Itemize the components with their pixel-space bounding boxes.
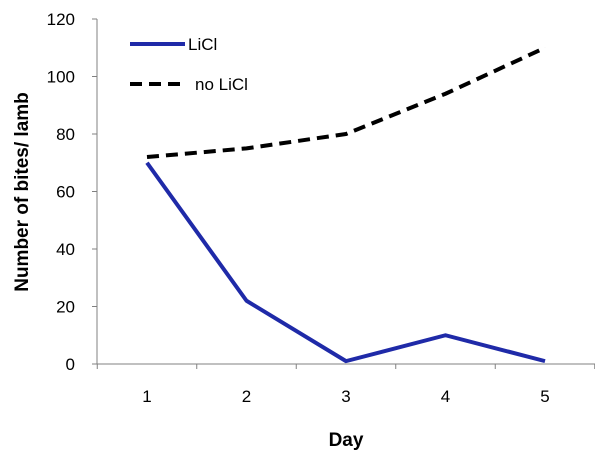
x-tick-label: 4	[441, 387, 450, 406]
y-tick-label: 80	[56, 125, 75, 144]
axes	[96, 19, 595, 365]
y-tick-label: 40	[56, 240, 75, 259]
series-line-no-licl	[146, 45, 546, 159]
y-tick-label: 20	[56, 298, 75, 317]
x-axis-title: Day	[329, 430, 364, 451]
x-tick-label: 1	[142, 387, 151, 406]
x-tick-label: 5	[540, 387, 549, 406]
y-tick-label: 60	[56, 183, 75, 202]
y-axis-ticks: 0 20 40 60 80 100 120	[47, 10, 97, 374]
y-axis-title: Number of bites/ lamb	[12, 92, 33, 292]
legend-label-no-licl: no LiCl	[195, 75, 248, 94]
series-line-licl	[145, 161, 546, 364]
y-tick-label: 100	[47, 68, 75, 87]
x-axis-ticks: 1 2 3 4 5	[96, 364, 595, 406]
series-layer	[145, 45, 546, 364]
y-tick-label: 0	[66, 355, 75, 374]
legend-label-licl: LiCl	[188, 35, 217, 54]
x-tick-label: 2	[242, 387, 251, 406]
legend: LiCl no LiCl	[130, 35, 248, 94]
y-tick-label: 120	[47, 10, 75, 29]
x-tick-label: 3	[341, 387, 350, 406]
